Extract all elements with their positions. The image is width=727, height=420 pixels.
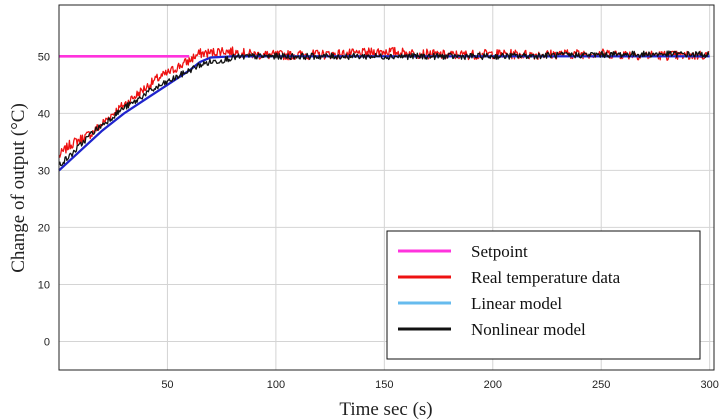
x-tick-label-3: 200 <box>484 379 502 391</box>
y-tick-label-3: 30 <box>38 165 50 177</box>
x-tick-label-1: 100 <box>267 379 285 391</box>
y-tick-label-0: 0 <box>44 336 50 348</box>
legend-label-2: Linear model <box>471 294 562 313</box>
x-tick-label-4: 250 <box>592 379 610 391</box>
plot-frame <box>58 4 715 371</box>
y-tick-label-2: 20 <box>38 222 50 234</box>
y-tick-label-1: 10 <box>38 279 50 291</box>
x-tick-label-0: 50 <box>161 379 173 391</box>
y-tick-label-4: 40 <box>38 108 50 120</box>
y-tick-label-5: 50 <box>38 51 50 63</box>
series-layer <box>58 46 710 172</box>
x-tick-label-5: 300 <box>700 379 718 391</box>
legend-label-0: Setpoint <box>471 242 528 261</box>
x-tick-label-2: 150 <box>375 379 393 391</box>
legend: Setpoint Real temperature data Linear mode… <box>386 230 701 360</box>
legend-label-1: Real temperature data <box>471 268 621 287</box>
series-line-3 <box>58 50 710 167</box>
x-axis-title: Time sec (s) <box>339 399 432 420</box>
legend-label-3: Nonlinear model <box>471 320 586 339</box>
y-tick-labels: 0 10 20 30 40 50 <box>38 51 50 348</box>
x-tick-labels: 50 100 150 200 250 300 <box>161 379 719 391</box>
y-axis-title: Change of output (°C) <box>8 103 29 273</box>
